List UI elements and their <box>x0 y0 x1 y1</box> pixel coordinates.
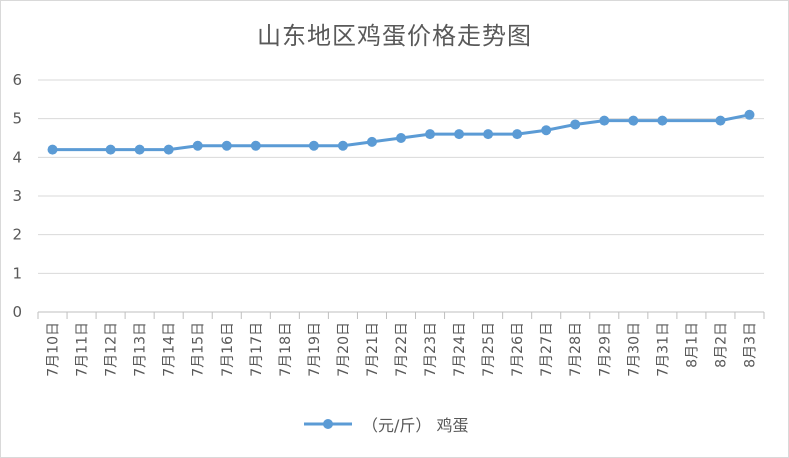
y-tick-label: 1 <box>12 264 22 282</box>
y-tick-label: 6 <box>12 71 22 89</box>
y-tick-label: 0 <box>12 303 22 321</box>
x-tick-label: 7月12日 <box>104 322 120 377</box>
x-tick-label: 7月15日 <box>191 322 207 377</box>
legend-swatch <box>304 419 352 429</box>
y-tick-label: 4 <box>12 148 22 166</box>
data-point <box>483 129 494 140</box>
data-point <box>192 140 203 151</box>
data-point <box>541 125 552 136</box>
x-tick-label: 8月3日 <box>742 322 758 368</box>
y-tick-label: 2 <box>12 226 22 244</box>
x-tick-label: 7月16日 <box>220 322 236 377</box>
x-tick-label: 8月2日 <box>713 322 729 368</box>
data-point <box>163 144 174 155</box>
x-tick-label: 7月31日 <box>655 322 671 377</box>
data-point <box>744 109 755 120</box>
data-point <box>337 140 348 151</box>
data-point <box>47 144 58 155</box>
x-tick-label: 7月21日 <box>365 322 381 377</box>
data-point <box>366 136 377 147</box>
x-tick-label: 7月23日 <box>423 322 439 377</box>
data-point <box>221 140 232 151</box>
x-tick-label: 7月13日 <box>133 322 149 377</box>
legend-label: （元/斤） 鸡蛋 <box>362 416 469 435</box>
data-point <box>628 115 639 126</box>
x-tick-label: 7月11日 <box>75 322 91 377</box>
x-tick-label: 7月30日 <box>626 322 642 377</box>
data-point <box>715 115 726 126</box>
data-point <box>308 140 319 151</box>
x-tick-label: 7月14日 <box>162 322 178 377</box>
x-tick-label: 7月17日 <box>249 322 265 377</box>
x-tick-label: 7月29日 <box>597 322 613 377</box>
data-point <box>250 140 261 151</box>
x-tick-label: 8月1日 <box>684 322 700 368</box>
legend-marker <box>323 419 333 429</box>
data-point <box>454 129 465 140</box>
x-tick-label: 7月24日 <box>452 322 468 377</box>
data-point <box>657 115 668 126</box>
x-tick-label: 7月28日 <box>568 322 584 377</box>
x-tick-label: 7月18日 <box>278 322 294 377</box>
data-point <box>396 133 406 143</box>
x-tick-label: 7月25日 <box>481 322 497 377</box>
x-tick-label: 7月10日 <box>46 322 62 377</box>
y-tick-label: 5 <box>12 110 22 128</box>
data-point <box>599 115 610 126</box>
y-tick-label: 3 <box>12 187 22 205</box>
x-tick-label: 7月27日 <box>539 322 555 377</box>
x-tick-label: 7月22日 <box>394 322 410 377</box>
data-point <box>570 119 581 130</box>
x-tick-label: 7月26日 <box>510 322 526 377</box>
series-line <box>52 113 750 152</box>
data-point <box>134 144 145 155</box>
chart-title: 山东地区鸡蛋价格走势图 <box>257 22 532 50</box>
data-point <box>105 144 116 155</box>
x-tick-label: 7月20日 <box>336 322 352 377</box>
x-tick-label: 7月19日 <box>307 322 323 377</box>
data-point <box>425 129 436 140</box>
legend: （元/斤） 鸡蛋 <box>300 412 468 436</box>
data-point <box>512 129 523 140</box>
